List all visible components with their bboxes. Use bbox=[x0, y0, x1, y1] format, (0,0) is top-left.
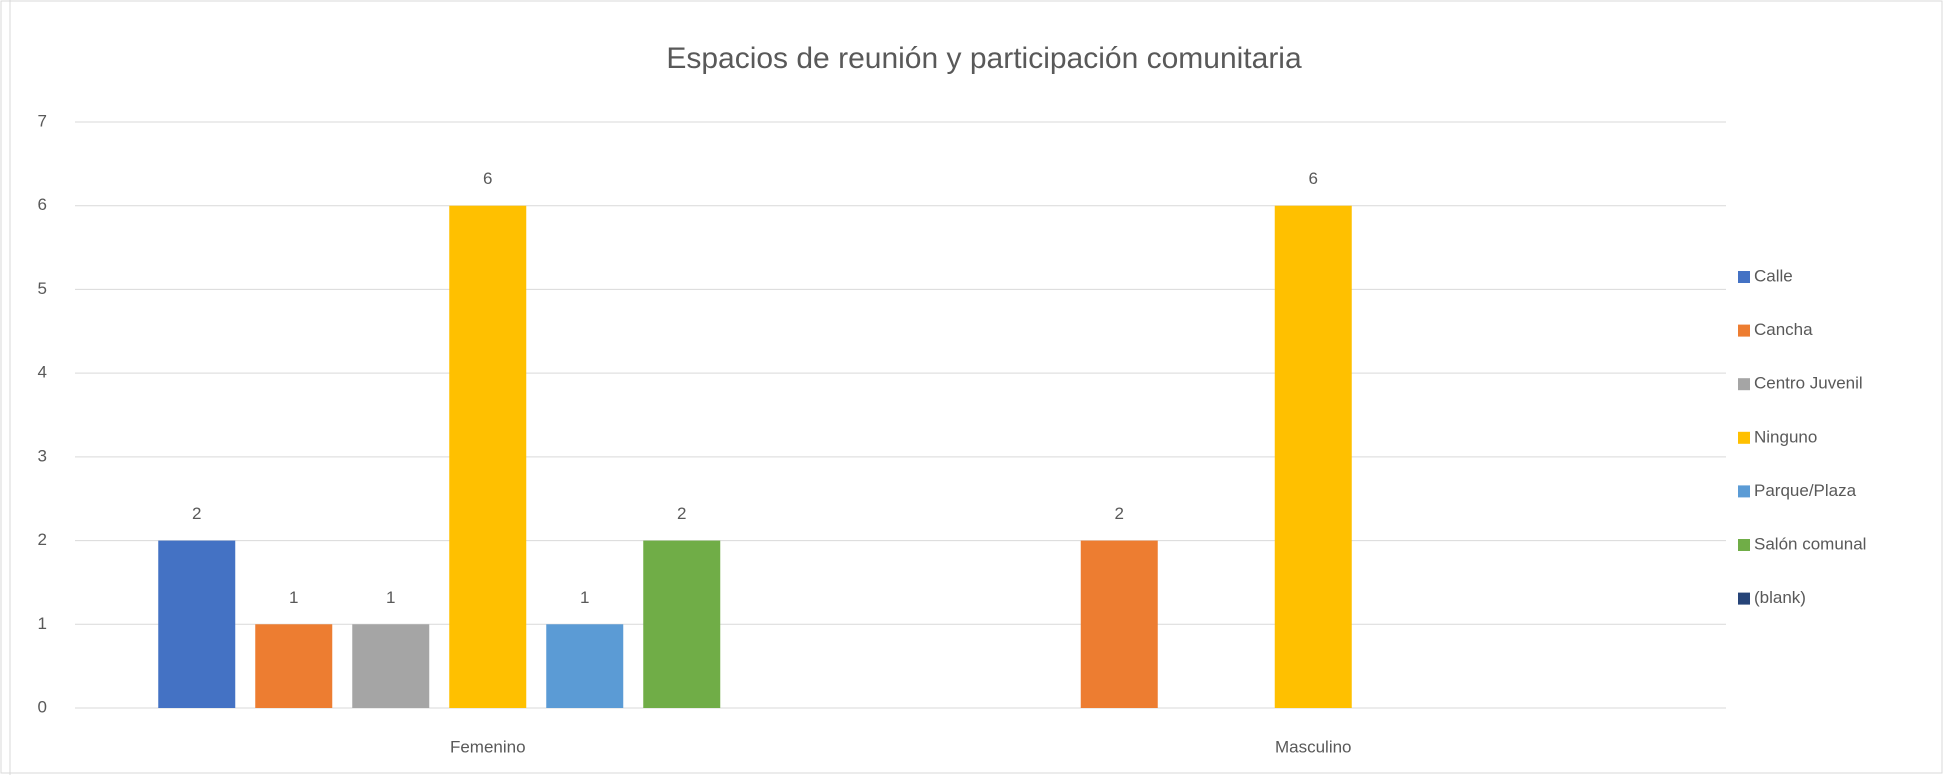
legend-label: Centro Juvenil bbox=[1754, 374, 1863, 393]
bar bbox=[449, 205, 527, 708]
legend-swatch bbox=[1738, 485, 1750, 498]
data-label: 2 bbox=[1115, 504, 1124, 523]
bar bbox=[643, 540, 721, 708]
x-tick-label: Masculino bbox=[1275, 737, 1352, 756]
bar bbox=[546, 624, 624, 708]
bar bbox=[1080, 540, 1158, 708]
y-tick-label: 5 bbox=[38, 279, 47, 298]
bar bbox=[158, 540, 236, 708]
y-tick-label: 6 bbox=[38, 195, 47, 214]
y-tick-label: 3 bbox=[38, 446, 47, 465]
y-tick-label: 1 bbox=[38, 614, 47, 633]
legend-swatch bbox=[1738, 431, 1750, 444]
legend-swatch bbox=[1738, 324, 1750, 337]
legend-swatch bbox=[1738, 592, 1750, 605]
bar bbox=[352, 624, 430, 708]
legend-label: Cancha bbox=[1754, 320, 1813, 339]
legend-label: Salón comunal bbox=[1754, 534, 1866, 553]
data-label: 6 bbox=[483, 169, 492, 188]
data-label: 6 bbox=[1309, 169, 1318, 188]
y-tick-label: 0 bbox=[38, 697, 47, 716]
legend-swatch bbox=[1738, 539, 1750, 551]
legend-label: Parque/Plaza bbox=[1754, 481, 1857, 500]
legend-label: Calle bbox=[1754, 266, 1793, 285]
x-tick-label: Femenino bbox=[450, 737, 526, 756]
data-label: 1 bbox=[289, 588, 298, 607]
legend-label: Ninguno bbox=[1754, 427, 1817, 446]
y-tick-label: 2 bbox=[38, 530, 47, 549]
bar bbox=[1274, 205, 1352, 708]
data-label: 2 bbox=[192, 504, 201, 523]
data-label: 1 bbox=[580, 588, 589, 607]
legend-label: (blank) bbox=[1754, 588, 1806, 607]
chart-title: Espacios de reunión y participación comu… bbox=[666, 42, 1302, 75]
data-label: 2 bbox=[677, 504, 686, 523]
y-tick-label: 7 bbox=[38, 111, 47, 130]
legend-swatch bbox=[1738, 378, 1750, 391]
data-label: 1 bbox=[386, 588, 395, 607]
legend-swatch bbox=[1738, 271, 1750, 283]
y-tick-label: 4 bbox=[38, 363, 47, 382]
bar bbox=[255, 624, 333, 708]
